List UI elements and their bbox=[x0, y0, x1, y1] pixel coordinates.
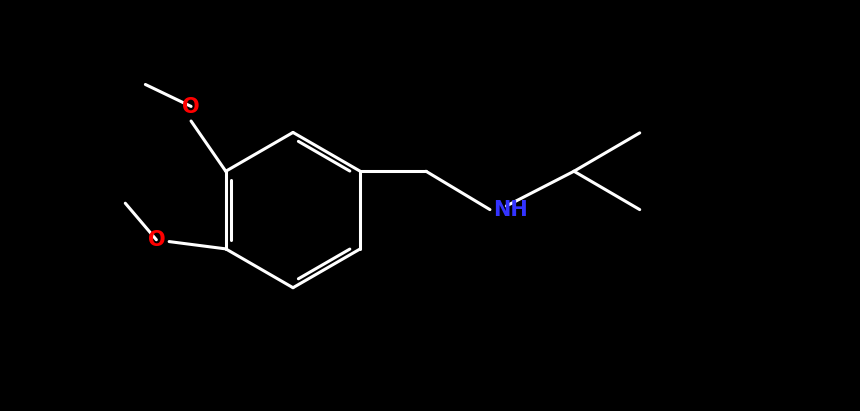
Text: O: O bbox=[148, 230, 165, 250]
Text: O: O bbox=[182, 97, 200, 118]
Text: NH: NH bbox=[494, 200, 528, 219]
